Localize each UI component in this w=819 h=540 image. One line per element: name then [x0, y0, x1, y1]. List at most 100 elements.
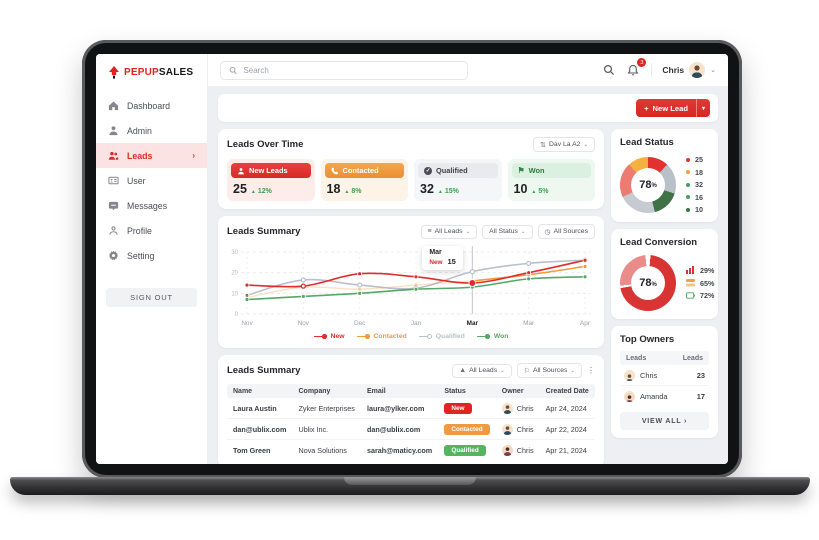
brand-logo: PEPUPSALES [96, 54, 207, 91]
x-tick-label: Nov [297, 320, 310, 327]
leads-summary-table-card: Leads Summary ▲ All Leads ⌄ ⚐ All Sources ⌄ … [218, 355, 604, 464]
people-icon [108, 151, 119, 160]
filter-all-leads[interactable]: ≡ All Leads ⌄ [420, 224, 478, 239]
search-icon [229, 66, 237, 74]
avatar [501, 402, 513, 414]
date-range-dropdown[interactable]: ⇅ Dav La A2 ⌄ [533, 137, 595, 152]
chevron-down-icon: ⌄ [570, 367, 575, 374]
search-box[interactable] [220, 60, 468, 80]
new-lead-button[interactable]: + New Lead ▾ [636, 99, 710, 117]
user-name: Chris [662, 65, 685, 75]
stat-qualified[interactable]: ✓ Qualified 32 ▲ 15% [414, 159, 502, 201]
lead-status-card: Lead Status 78% 25 18 32 16 [611, 129, 718, 222]
x-tick-label: Dec [353, 320, 366, 327]
flag-icon: ⚑ [517, 165, 525, 175]
x-tick-label: Mar [523, 320, 535, 327]
arrow-up-icon: ▲ [531, 189, 537, 195]
legend-dot [686, 207, 690, 212]
svg-text:0: 0 [235, 312, 239, 318]
chart-legend: New Contacted Qualified Won [227, 333, 595, 340]
message-icon [108, 201, 119, 211]
laptop-base [10, 477, 810, 495]
avatar [624, 390, 635, 402]
sign-out-button[interactable]: SIGN OUT [106, 288, 197, 307]
legend-marker [356, 334, 370, 339]
leads-summary-chart-card: Leads Summary ≡ All Leads ⌄ All Status ⌄ ◷ A… [218, 216, 604, 348]
legend-contacted: Contacted [356, 333, 407, 340]
funnel-icon: ▲ [459, 367, 467, 374]
legend-marker [313, 334, 327, 339]
legend-dot [686, 195, 690, 199]
notifications-button[interactable]: 3 [627, 58, 647, 77]
table-row[interactable]: dan@ublix.com Ublix Inc. dan@ublix.com C… [227, 418, 595, 440]
kebab-menu-icon[interactable]: ⋮ [587, 366, 595, 375]
top-owner-row[interactable]: Amanda 17 [620, 386, 709, 406]
x-tick-label: Jan [410, 320, 422, 327]
stat-won[interactable]: ⚑ Won 10 ▲ 5% [507, 159, 595, 201]
new-lead-caret[interactable]: ▾ [695, 99, 710, 117]
avatar [501, 423, 513, 435]
bar-chart-icon [686, 266, 695, 274]
leads-table: Name Company Email Status Owner Created … [227, 384, 595, 460]
svg-text:30: 30 [231, 250, 238, 256]
table-header-row: Name Company Email Status Owner Created … [227, 384, 595, 398]
status-badge: Contacted [444, 423, 490, 435]
legend-marker [476, 334, 490, 339]
leads-chart[interactable]: 0 10 20 30 Mar New 15 Nov Nov Dec Jan Mar Mar Apr … [227, 244, 595, 340]
chevron-down-icon: ⌄ [500, 367, 505, 374]
battery-icon [686, 292, 695, 299]
sidebar-item-messages[interactable]: Messages [96, 193, 207, 218]
arrow-up-icon: ▲ [344, 189, 350, 195]
card-title: Lead Status [620, 137, 674, 148]
legend-won: Won [476, 333, 508, 340]
app-screen: PEPUPSALES Dashboard Admin Leads › [96, 54, 728, 464]
filter-all-sources[interactable]: ⚐ All Sources ⌄ [516, 363, 582, 378]
search-input[interactable] [243, 65, 459, 75]
search-icon [604, 64, 615, 76]
x-tick-label: Mar [466, 320, 479, 327]
svg-text:10: 10 [231, 291, 238, 297]
filter-all-sources[interactable]: ◷ All Sources [537, 224, 595, 239]
main-area: 3 Chris ⌄ +New Lead ▾ [208, 54, 728, 464]
search-button[interactable] [603, 63, 617, 77]
lead-status-legend: 25 18 32 16 10 [686, 155, 703, 214]
card-title: Lead Conversion [620, 237, 698, 248]
filter-all-status[interactable]: All Status ⌄ [482, 224, 533, 239]
sidebar-item-admin[interactable]: Admin [96, 118, 207, 143]
legend-dot [686, 182, 690, 187]
chevron-right-icon: › [192, 151, 195, 160]
bell-icon [627, 64, 639, 76]
sidebar-item-user[interactable]: User [96, 168, 207, 193]
leads-over-time-card: Leads Over Time ⇅ Dav La A2 ⌄ New Leads [218, 129, 604, 209]
action-band: + New Lead ▾ [218, 94, 718, 122]
table-row[interactable]: Tom Green Nova Solutions sarah@maticy.co… [233, 444, 587, 456]
avatar [624, 369, 635, 381]
svg-text:20: 20 [231, 271, 238, 277]
sidebar-item-profile[interactable]: Profile [96, 218, 207, 243]
gear-icon [108, 250, 119, 261]
stat-contacted[interactable]: Contacted 18 ▲ 8% [320, 159, 408, 201]
chart-tooltip: Mar New 15 [422, 246, 463, 270]
filter-all-leads[interactable]: ▲ All Leads ⌄ [452, 363, 512, 378]
view-all-button[interactable]: VIEW ALL › [620, 412, 709, 430]
sidebar-nav: Dashboard Admin Leads › User Messa [96, 93, 207, 268]
lead-status-donut: 78% [620, 156, 676, 213]
top-owner-row[interactable]: Chris 23 [620, 365, 709, 386]
legend-dot [686, 157, 690, 162]
chevron-down-icon: ⌄ [520, 228, 526, 235]
sidebar-item-dashboard[interactable]: Dashboard [96, 93, 207, 118]
user-menu[interactable]: Chris ⌄ [662, 62, 716, 78]
legend-marker [418, 334, 432, 339]
stat-new-leads[interactable]: New Leads 25 ▲ 12% [227, 159, 315, 201]
sidebar-item-leads[interactable]: Leads › [96, 143, 207, 168]
sidebar-item-setting[interactable]: Setting [96, 243, 207, 268]
table-row[interactable]: Laura Austin Zyker Enterprises laura@ylk… [227, 398, 595, 419]
line-chart: 0 10 20 30 [231, 246, 591, 318]
person-icon [238, 167, 244, 174]
laptop-trackpad-notch [344, 477, 476, 485]
card-title: Leads Over Time [227, 139, 304, 150]
avatar [501, 444, 513, 456]
arrow-up-icon: ▲ [250, 189, 256, 195]
person-icon [109, 126, 118, 136]
content: + New Lead ▾ Leads Over Time ⇅ [208, 86, 728, 464]
